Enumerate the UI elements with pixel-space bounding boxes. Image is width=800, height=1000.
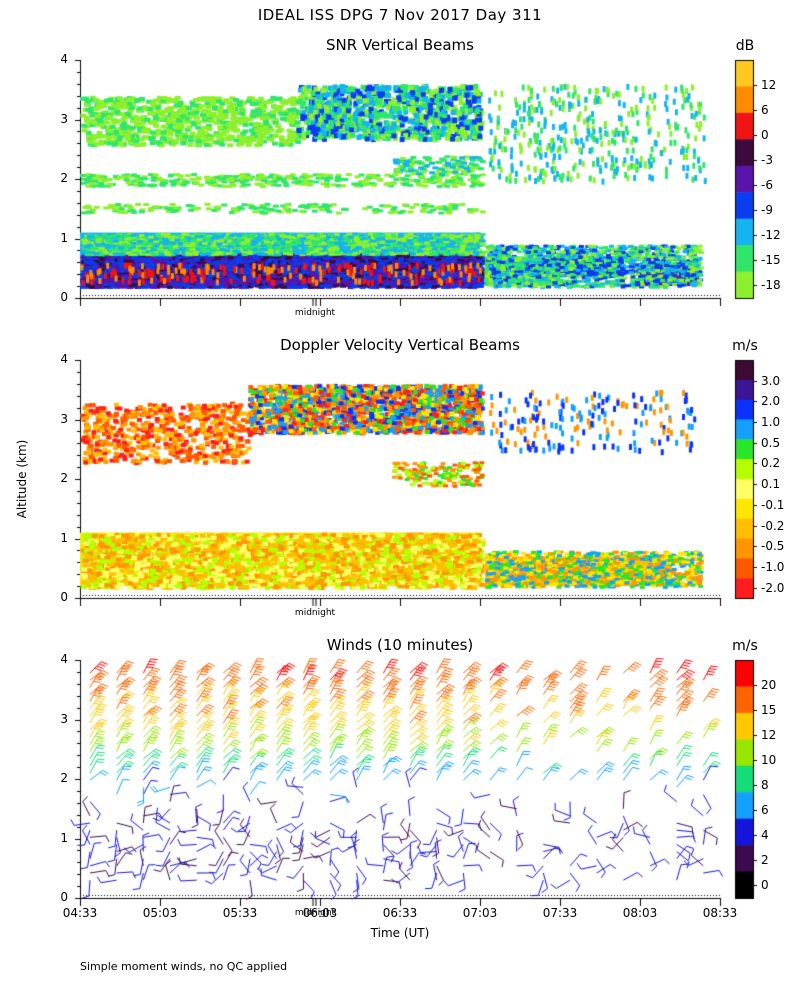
- y-tick-label: 4: [60, 52, 68, 66]
- y-tick-label: 3: [60, 711, 68, 726]
- x-tick-label: 08:03: [622, 906, 658, 920]
- y-tick-label: 0: [60, 290, 68, 304]
- colorbar-tick-label: -15: [761, 253, 781, 268]
- colorbar-tick-label: -0.2: [761, 518, 785, 533]
- x-tick-label: 06:33: [382, 906, 418, 920]
- x-tick-label: 04:33: [62, 906, 98, 920]
- colorbar-tick-label: 0: [761, 878, 769, 893]
- y-tick-label: 2: [60, 471, 68, 485]
- x-tick-label: 05:03: [142, 906, 178, 920]
- colorbar-tick-label: 10: [761, 753, 777, 768]
- colorbar-unit: m/s: [732, 638, 758, 654]
- y-tick-label: 3: [60, 411, 68, 426]
- colorbar-tick-label: 0.2: [761, 456, 781, 471]
- footnote: Simple moment winds, no QC applied: [80, 960, 288, 973]
- y-tick-label: 2: [60, 171, 68, 185]
- colorbar-tick-label: 0: [761, 128, 769, 143]
- midnight-label: midnight: [294, 308, 336, 318]
- midnight-label: midnight: [294, 908, 336, 918]
- colorbar-tick-label: -3: [761, 153, 773, 168]
- colorbar-tick-label: 2.0: [761, 394, 781, 409]
- y-tick-label: 3: [60, 111, 68, 126]
- colorbar-tick-label: 0.5: [761, 435, 781, 450]
- colorbar-tick-label: 1.0: [761, 415, 781, 430]
- y-tick-label: 4: [60, 652, 68, 666]
- colorbar-tick-label: 6: [761, 103, 769, 118]
- x-tick-label: 05:33: [222, 906, 258, 920]
- y-tick-label: 2: [60, 771, 68, 785]
- colorbar-tick-label: -0.1: [761, 497, 785, 512]
- y-tick-label: 1: [60, 830, 68, 845]
- colorbar-tick-label: 15: [761, 703, 777, 718]
- colorbar-tick-label: 12: [761, 78, 777, 93]
- colorbar-tick-label: -6: [761, 178, 773, 193]
- colorbar-tick-label: -2.0: [761, 580, 785, 595]
- x-axis-label: Time (UT): [370, 926, 430, 940]
- colorbar-tick-label: -9: [761, 203, 773, 218]
- y-tick-label: 1: [60, 530, 68, 545]
- panel-title: SNR Vertical Beams: [326, 36, 474, 54]
- colorbar-tick-label: -12: [761, 228, 781, 243]
- x-tick-label: 06:03: [302, 906, 338, 920]
- colorbar-tick-label: 8: [761, 778, 769, 793]
- colorbar-tick-label: 2: [761, 853, 769, 868]
- y-tick-label: 0: [60, 890, 68, 904]
- panel-title: Doppler Velocity Vertical Beams: [280, 336, 520, 354]
- x-tick-label: 07:03: [462, 906, 498, 920]
- colorbar-tick-label: -0.5: [761, 539, 785, 554]
- colorbar-tick-label: -1.0: [761, 559, 785, 574]
- colorbar-tick-label: 0.1: [761, 477, 781, 492]
- colorbar-tick-label: 20: [761, 678, 777, 693]
- colorbar-unit: dB: [735, 38, 755, 54]
- y-tick-label: 0: [60, 590, 68, 604]
- y-axis-label: Altitude (km): [15, 439, 29, 519]
- panel-title: Winds (10 minutes): [326, 636, 474, 654]
- y-tick-label: 4: [60, 352, 68, 366]
- colorbar-tick-label: 4: [761, 828, 769, 843]
- y-tick-label: 1: [60, 230, 68, 245]
- x-tick-label: 08:33: [702, 906, 738, 920]
- colorbar-tick-label: 6: [761, 803, 769, 818]
- colorbar-tick-label: -18: [761, 278, 781, 293]
- colorbar-tick-label: 12: [761, 728, 777, 743]
- page-title: IDEAL ISS DPG 7 Nov 2017 Day 311: [257, 6, 543, 24]
- x-tick-label: 07:33: [542, 906, 578, 920]
- colorbar-unit: m/s: [732, 338, 758, 354]
- colorbar-tick-label: 3.0: [761, 373, 781, 388]
- midnight-label: midnight: [294, 608, 336, 618]
